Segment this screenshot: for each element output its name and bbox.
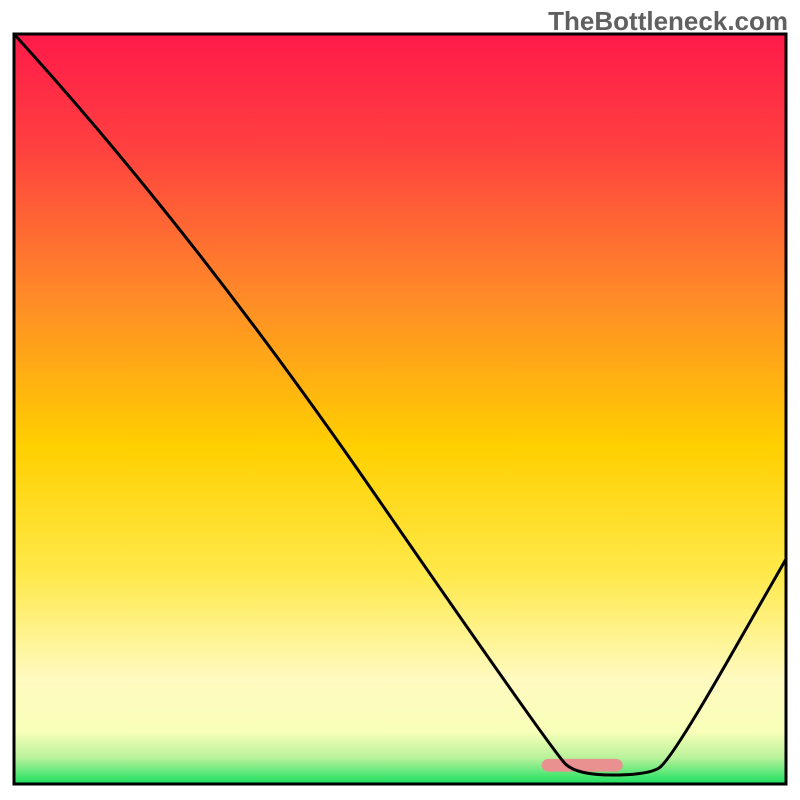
watermark-text: TheBottleneck.com [548,6,788,37]
bottleneck-curve-chart [0,0,800,800]
optimal-range-marker [542,759,623,772]
plot-background [14,34,786,784]
plot-area [14,34,786,784]
chart-container: TheBottleneck.com [0,0,800,800]
